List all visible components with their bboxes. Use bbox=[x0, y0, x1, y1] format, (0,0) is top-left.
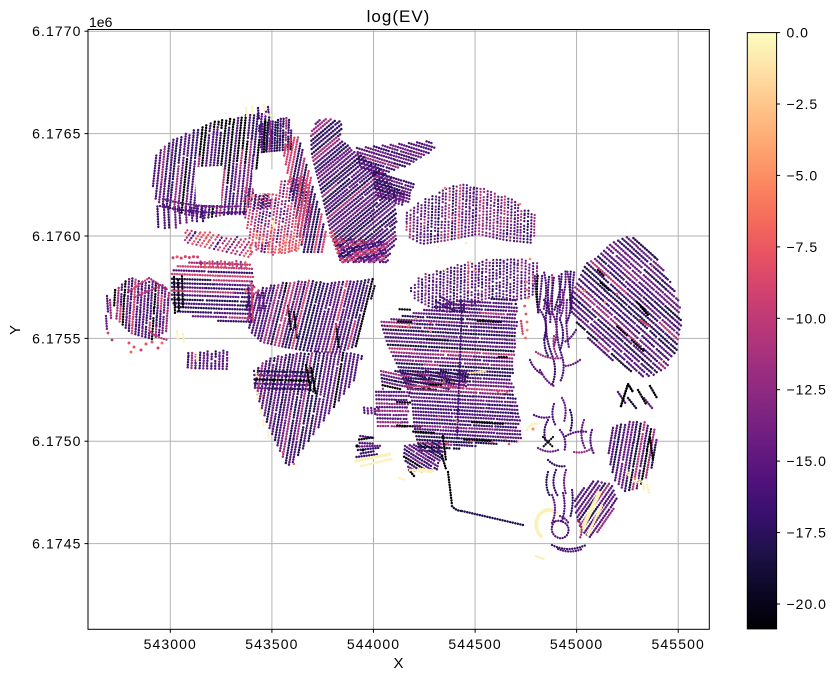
svg-text:−5.0: −5.0 bbox=[787, 167, 819, 183]
svg-text:545000: 545000 bbox=[550, 636, 603, 652]
svg-text:6.1745: 6.1745 bbox=[32, 536, 81, 552]
svg-text:Y: Y bbox=[7, 325, 24, 335]
svg-text:−7.5: −7.5 bbox=[787, 239, 819, 255]
svg-text:545500: 545500 bbox=[652, 636, 705, 652]
svg-text:−20.0: −20.0 bbox=[787, 596, 827, 612]
svg-text:log(EV): log(EV) bbox=[367, 7, 431, 26]
svg-text:−12.5: −12.5 bbox=[787, 382, 827, 398]
svg-text:6.1765: 6.1765 bbox=[32, 126, 81, 142]
svg-text:6.1755: 6.1755 bbox=[32, 330, 81, 346]
svg-text:−15.0: −15.0 bbox=[787, 453, 827, 469]
svg-text:543500: 543500 bbox=[245, 636, 298, 652]
svg-text:6.1760: 6.1760 bbox=[32, 228, 81, 244]
svg-text:6.1770: 6.1770 bbox=[32, 23, 81, 39]
svg-text:−2.5: −2.5 bbox=[787, 96, 819, 112]
svg-text:543000: 543000 bbox=[144, 636, 197, 652]
svg-text:6.1750: 6.1750 bbox=[32, 433, 81, 449]
svg-text:544000: 544000 bbox=[347, 636, 400, 652]
svg-text:0.0: 0.0 bbox=[787, 25, 809, 41]
svg-text:1e6: 1e6 bbox=[89, 14, 113, 30]
svg-text:X: X bbox=[393, 655, 403, 672]
svg-text:−10.0: −10.0 bbox=[787, 310, 827, 326]
svg-text:−17.5: −17.5 bbox=[787, 525, 827, 541]
svg-text:544500: 544500 bbox=[448, 636, 501, 652]
